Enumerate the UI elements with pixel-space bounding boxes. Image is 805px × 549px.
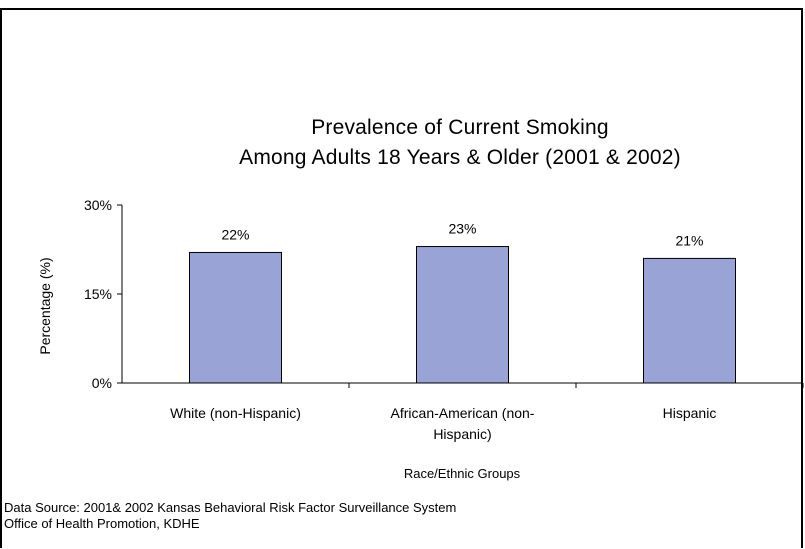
y-tick-label: 0% bbox=[92, 375, 112, 391]
data-label: 21% bbox=[675, 232, 703, 248]
y-tick-label: 30% bbox=[84, 197, 112, 213]
y-tick-label: 15% bbox=[84, 286, 112, 302]
data-source-line2: Office of Health Promotion, KDHE bbox=[4, 516, 200, 532]
x-tick-label: African-American (non- bbox=[391, 405, 535, 421]
bar bbox=[644, 258, 736, 383]
data-label: 23% bbox=[448, 221, 476, 237]
data-label: 22% bbox=[221, 226, 249, 242]
x-tick-label: White (non-Hispanic) bbox=[170, 405, 301, 421]
bars: 22% 23% 21% bbox=[190, 221, 736, 383]
bar bbox=[190, 252, 282, 383]
x-axis-label: Race/Ethnic Groups bbox=[404, 466, 521, 481]
y-axis-label: Percentage (%) bbox=[37, 257, 53, 354]
x-tick-label: Hispanic bbox=[663, 405, 717, 421]
data-source-line1: Data Source: 2001& 2002 Kansas Behaviora… bbox=[4, 500, 456, 516]
bar bbox=[417, 247, 509, 383]
x-tick-label: Hispanic) bbox=[433, 426, 491, 442]
